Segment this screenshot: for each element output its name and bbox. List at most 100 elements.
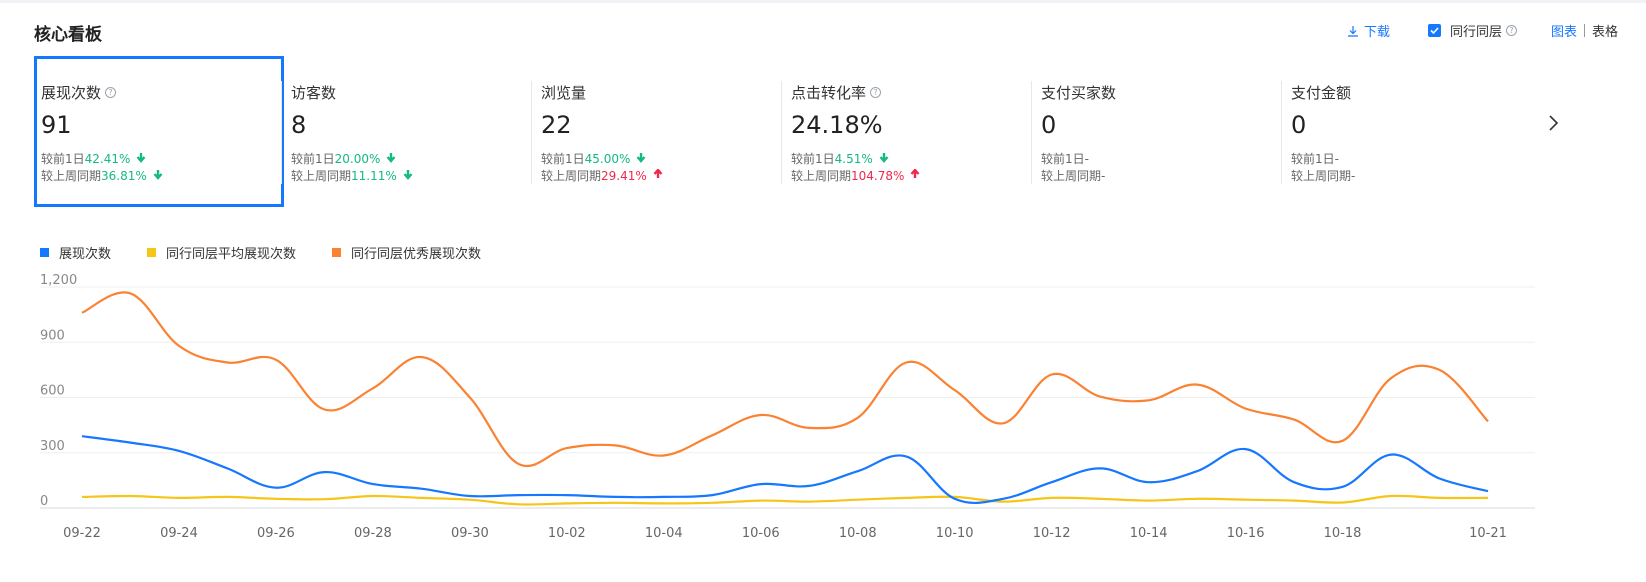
- day-comparison-value: -: [1334, 151, 1339, 166]
- metric-name-label: 点击转化率: [791, 84, 867, 102]
- week-comparison-value: 29.41%: [601, 168, 647, 183]
- arrow-down-icon: [873, 152, 889, 166]
- week-comparison: 较上周同期 -: [1041, 167, 1105, 184]
- day-comparison-label: 较前1日: [41, 152, 85, 166]
- arrow-down-icon: [147, 169, 163, 183]
- chart-legend: 展现次数 同行同层平均展现次数 同行同层优秀展现次数: [40, 243, 517, 262]
- metric-value: 24.18%: [791, 111, 883, 139]
- week-comparison-label: 较上周同期: [1291, 169, 1352, 183]
- series-line-peer-average: [81, 494, 1489, 506]
- week-comparison: 较上周同期 29.41%: [541, 167, 663, 184]
- metric-name-label: 支付买家数: [1041, 84, 1117, 102]
- toolbar: 下载 同行同层 ? 图表 表格: [1347, 21, 1618, 40]
- card-divider: [281, 81, 282, 184]
- day-comparison-value: 42.41%: [84, 151, 131, 166]
- metric-card[interactable]: 展现次数? 91 较前1日 42.41% 较上周同期 36.81%: [34, 56, 284, 207]
- card-divider: [781, 81, 782, 184]
- y-tick-label: 0: [40, 494, 48, 509]
- metric-card[interactable]: 访客数 8 较前1日 20.00% 较上周同期 11.11%: [281, 56, 534, 207]
- day-comparison: 较前1日 4.51%: [791, 150, 889, 167]
- download-label: 下载: [1363, 25, 1390, 40]
- week-comparison: 较上周同期 36.81%: [41, 167, 163, 184]
- peer-label: 同行同层: [1449, 25, 1502, 40]
- series-line-peer-excellent: [81, 291, 1489, 467]
- peer-checkbox[interactable]: [1427, 24, 1441, 37]
- metric-name-label: 浏览量: [541, 84, 587, 102]
- metric-value: 91: [41, 111, 72, 139]
- help-icon[interactable]: ?: [105, 87, 117, 98]
- day-comparison-label: 较前1日: [1291, 152, 1335, 166]
- week-comparison-label: 较上周同期: [1041, 169, 1102, 183]
- day-comparison-value: 20.00%: [334, 151, 381, 166]
- legend-label: 展现次数: [59, 247, 112, 262]
- x-tick-label: 10-16: [1227, 526, 1265, 541]
- week-comparison-value: -: [1351, 168, 1356, 183]
- metric-name-label: 展现次数: [41, 84, 102, 102]
- arrow-up-icon: [647, 168, 663, 183]
- day-comparison-label: 较前1日: [791, 152, 835, 166]
- view-table-tab[interactable]: 表格: [1591, 25, 1618, 40]
- week-comparison: 较上周同期 104.78%: [791, 167, 920, 184]
- check-icon: [1430, 27, 1439, 35]
- next-arrow-icon[interactable]: [1546, 114, 1560, 132]
- arrow-up-icon: [904, 168, 920, 183]
- top-border: [0, 0, 1646, 3]
- x-tick-label: 10-12: [1033, 526, 1071, 541]
- arrow-down-icon: [130, 152, 146, 166]
- card-divider: [1031, 81, 1032, 184]
- legend-swatch: [40, 248, 49, 257]
- week-comparison-value: 11.11%: [351, 168, 397, 183]
- view-chart-tab[interactable]: 图表: [1550, 25, 1577, 40]
- y-tick-label: 300: [40, 439, 65, 454]
- week-comparison-value: 104.78%: [851, 168, 905, 183]
- metric-value: 0: [1291, 111, 1307, 139]
- y-tick-label: 600: [40, 384, 65, 399]
- x-tick-label: 09-30: [451, 526, 489, 541]
- metric-card[interactable]: 支付金额 0 较前1日 - 较上周同期 -: [1281, 56, 1534, 207]
- x-tick-label: 09-22: [63, 526, 101, 541]
- peer-toggle[interactable]: 同行同层 ?: [1427, 21, 1517, 40]
- week-comparison-label: 较上周同期: [791, 169, 852, 183]
- metric-card[interactable]: 支付买家数 0 较前1日 - 较上周同期 -: [1031, 56, 1284, 207]
- metric-value: 22: [541, 111, 572, 139]
- download-button[interactable]: 下载: [1347, 21, 1390, 40]
- metric-value: 0: [1041, 111, 1057, 139]
- week-comparison: 较上周同期 11.11%: [291, 167, 413, 184]
- arrow-down-icon: [380, 152, 396, 166]
- legend-swatch: [332, 248, 342, 257]
- x-tick-label: 09-28: [354, 526, 392, 541]
- metric-cards: 展现次数? 91 较前1日 42.41% 较上周同期 36.81% 访客数 8 较前1日 20.0…: [34, 56, 1534, 207]
- x-tick-label: 10-02: [548, 526, 586, 541]
- card-divider: [1281, 81, 1282, 184]
- legend-item-impressions[interactable]: 展现次数: [40, 243, 111, 262]
- line-chart: 0 300 600 900 1,200 09-22 09-24 09-26 09-28 09-30…: [40, 273, 1535, 541]
- week-comparison-label: 较上周同期: [41, 169, 102, 183]
- legend-swatch: [147, 248, 157, 257]
- card-divider: [531, 81, 532, 184]
- week-comparison-label: 较上周同期: [291, 169, 352, 183]
- day-comparison: 较前1日 20.00%: [291, 150, 396, 167]
- x-tick-label: 10-04: [645, 526, 683, 541]
- metric-name: 支付金额: [1291, 82, 1351, 103]
- x-tick-label: 10-21: [1469, 526, 1507, 541]
- day-comparison-value: 4.51%: [834, 151, 873, 166]
- week-comparison: 较上周同期 -: [1291, 167, 1355, 184]
- metric-name: 点击转化率?: [791, 82, 882, 103]
- help-icon[interactable]: ?: [1505, 25, 1517, 36]
- legend-item-peer-excellent[interactable]: 同行同层优秀展现次数: [332, 243, 481, 262]
- x-tick-label: 09-24: [160, 526, 198, 541]
- metric-name: 支付买家数: [1041, 82, 1116, 103]
- help-icon[interactable]: ?: [870, 87, 882, 98]
- week-comparison-value: -: [1101, 168, 1106, 183]
- x-tick-label: 10-06: [742, 526, 780, 541]
- metric-card[interactable]: 浏览量 22 较前1日 45.00% 较上周同期 29.41%: [531, 56, 784, 207]
- view-divider: [1583, 24, 1585, 37]
- day-comparison: 较前1日 45.00%: [541, 150, 646, 167]
- legend-item-peer-average[interactable]: 同行同层平均展现次数: [147, 243, 296, 262]
- y-tick-label: 900: [40, 328, 65, 343]
- day-comparison: 较前1日 -: [1041, 150, 1089, 167]
- x-tick-label: 10-10: [936, 526, 974, 541]
- legend-label: 同行同层优秀展现次数: [351, 247, 482, 262]
- metric-card[interactable]: 点击转化率? 24.18% 较前1日 4.51% 较上周同期 104.78%: [781, 56, 1034, 207]
- page-title: 核心看板: [34, 25, 102, 45]
